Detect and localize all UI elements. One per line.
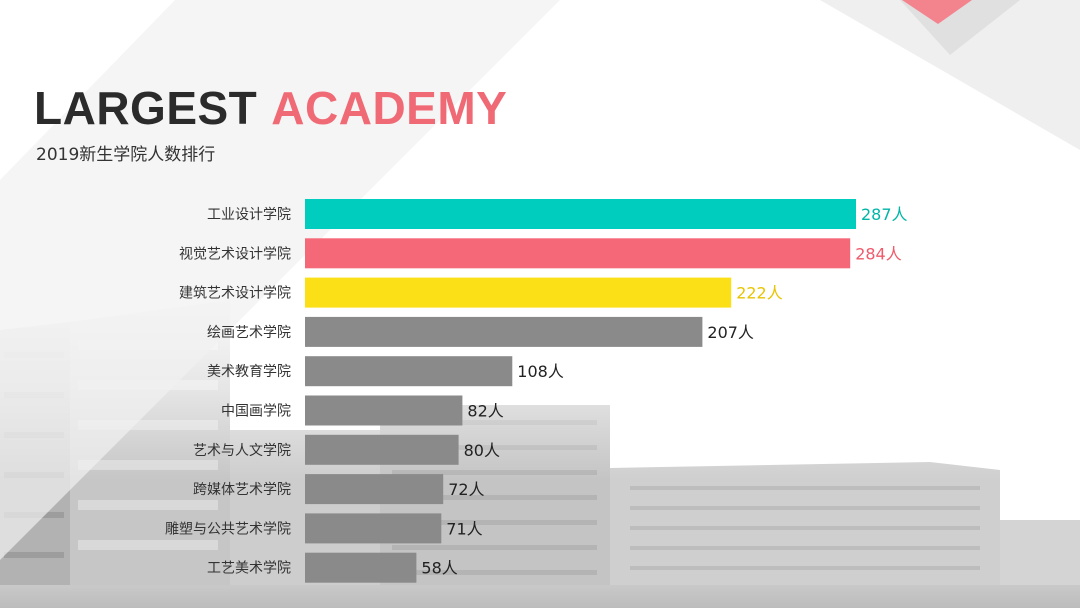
corner-pink-triangle	[902, 0, 972, 24]
category-label: 工业设计学院	[207, 207, 291, 223]
bar	[305, 513, 442, 544]
category-label: 建筑艺术设计学院	[179, 286, 291, 302]
category-label: 雕塑与公共艺术学院	[165, 521, 291, 537]
value-label: 80人	[464, 441, 500, 460]
value-label: 222人	[736, 284, 783, 303]
title-part-dark: LARGEST	[34, 82, 258, 134]
value-label: 72人	[448, 480, 484, 499]
diagonal-band-right	[820, 0, 1080, 150]
value-label: 207人	[707, 323, 754, 342]
category-label: 跨媒体艺术学院	[193, 482, 291, 498]
value-label: 71人	[446, 519, 482, 538]
category-label: 美术教育学院	[207, 364, 291, 380]
value-label: 284人	[855, 244, 902, 263]
value-label: 58人	[421, 559, 457, 578]
category-label: 艺术与人文学院	[193, 443, 291, 459]
bar	[305, 474, 444, 505]
value-label: 108人	[517, 362, 564, 381]
diagonal-band-left	[0, 0, 560, 560]
bar	[305, 552, 417, 583]
bar	[305, 395, 463, 426]
page-title: LARGEST ACADEMY	[34, 80, 507, 136]
bar	[305, 356, 513, 387]
bar	[305, 199, 856, 229]
bar	[305, 277, 732, 308]
page-subtitle: 2019新生学院人数排行	[36, 145, 216, 165]
title-part-accent: ACADEMY	[271, 82, 508, 134]
bar	[305, 316, 703, 347]
value-label: 287人	[861, 205, 908, 224]
category-label: 绘画艺术学院	[207, 325, 291, 341]
bar	[305, 434, 459, 465]
category-label: 工艺美术学院	[207, 561, 291, 577]
category-label: 中国画学院	[221, 404, 291, 420]
value-label: 82人	[467, 402, 503, 421]
category-label: 视觉艺术设计学院	[179, 246, 291, 262]
bar	[305, 238, 851, 269]
